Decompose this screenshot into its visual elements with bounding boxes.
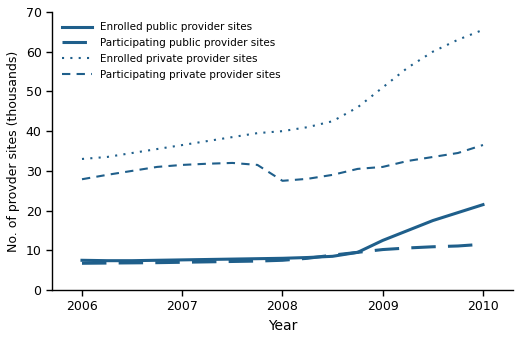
Y-axis label: No. of provder sites (thousands): No. of provder sites (thousands)	[7, 50, 20, 252]
Legend: Enrolled public provider sites, Participating public provider sites, Enrolled pr: Enrolled public provider sites, Particip…	[57, 17, 285, 85]
X-axis label: Year: Year	[268, 319, 297, 333]
